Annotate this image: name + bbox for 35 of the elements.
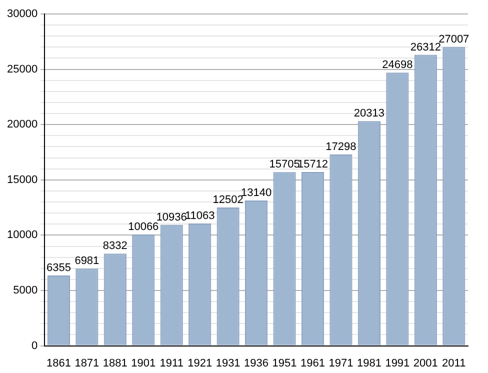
x-tick-label: 2011 <box>442 357 466 370</box>
x-tick-label: 1921 <box>188 357 212 370</box>
data-label: 8332 <box>102 240 128 252</box>
data-label: 6981 <box>74 255 100 268</box>
y-tick-label: 15000 <box>6 174 38 186</box>
x-tick-label: 1881 <box>102 357 128 370</box>
data-label: 24698 <box>382 59 413 72</box>
x-tick-label: 1981 <box>356 357 382 370</box>
y-tick-label: 30000 <box>6 8 38 20</box>
data-label: 20313 <box>354 108 384 120</box>
x-tick-label: 1991 <box>385 357 410 370</box>
x-tick-label: 1901 <box>131 357 156 370</box>
y-tick-label: 5000 <box>13 284 38 297</box>
data-label: 26312 <box>410 41 441 54</box>
y-tick-label: 10000 <box>6 229 38 242</box>
x-tick-label: 1871 <box>74 357 100 370</box>
x-tick-label: 2001 <box>413 357 438 370</box>
data-label: 15705 <box>269 158 300 171</box>
data-label: 17298 <box>326 141 356 154</box>
x-tick-label: 1911 <box>160 357 184 370</box>
data-label: 6355 <box>46 262 71 274</box>
x-tick-label: 1936 <box>244 357 269 370</box>
data-label: 10936 <box>156 211 187 224</box>
x-tick-label: 1961 <box>300 357 325 370</box>
data-label: 10066 <box>128 221 159 233</box>
y-tick-label: 0 <box>31 340 38 352</box>
y-tick-label: 20000 <box>6 118 38 131</box>
x-tick-label: 1931 <box>216 357 240 370</box>
y-tick-label: 25000 <box>6 63 38 76</box>
data-label: 11063 <box>184 210 215 222</box>
x-tick-label: 1971 <box>328 357 354 370</box>
x-tick-label: 1951 <box>272 357 297 370</box>
x-tick-label: 1861 <box>46 357 71 370</box>
data-label: 12502 <box>212 194 244 206</box>
data-label: 15712 <box>297 158 328 171</box>
